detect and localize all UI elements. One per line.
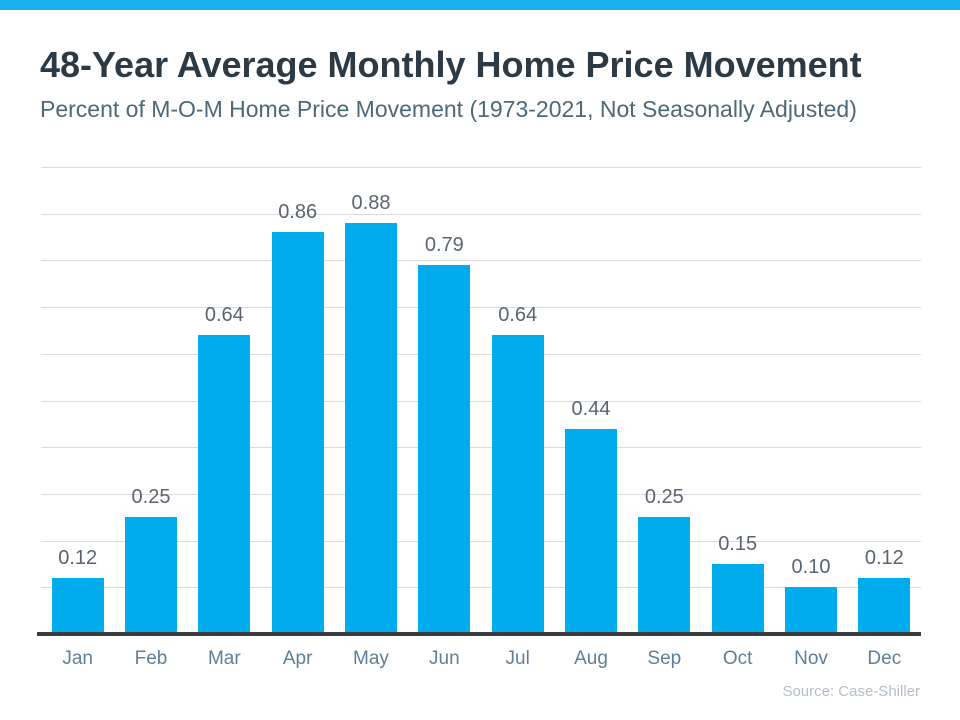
x-axis-label: May (353, 648, 389, 669)
bar-mar (198, 335, 251, 634)
x-axis-label: Oct (722, 648, 753, 669)
bar-value-label: 0.44 (571, 398, 611, 420)
gridline (41, 353, 921, 355)
gridline (41, 400, 921, 402)
bar-oct (711, 564, 764, 634)
bar-apr (271, 232, 324, 634)
bar-jun (418, 265, 471, 634)
x-axis-label: Mar (207, 648, 241, 669)
x-axis-label: Jan (62, 648, 93, 669)
x-axis-label: Feb (134, 648, 168, 669)
bar-value-label: 0.64 (204, 304, 244, 326)
x-axis-label: Nov (794, 648, 828, 669)
gridline (41, 493, 921, 495)
bar-value-label: 0.12 (864, 547, 904, 569)
gridline (41, 447, 921, 449)
gridline (41, 587, 921, 589)
chart-subtitle: Percent of M-O-M Home Price Movement (19… (40, 96, 857, 122)
bar-dec (858, 578, 911, 634)
chart-title: 48-Year Average Monthly Home Price Movem… (40, 44, 862, 85)
bar-value-label: 0.79 (424, 234, 464, 256)
bar-value-label: 0.10 (791, 556, 831, 578)
gridline (41, 167, 921, 168)
x-axis-line (37, 632, 921, 636)
gridline (41, 540, 921, 542)
bar-value-label: 0.64 (498, 304, 538, 326)
bar-feb (125, 517, 177, 634)
bar-jul (491, 335, 544, 634)
x-axis-label: Jul (505, 648, 530, 669)
x-axis-label: Sep (647, 648, 682, 669)
gridline (41, 260, 921, 262)
top-accent-bar (0, 0, 960, 10)
x-axis-label: Jun (429, 648, 460, 669)
source-note: Source: Case-Shiller (782, 683, 920, 700)
bar-value-label: 0.88 (351, 192, 391, 214)
bar-aug (565, 429, 617, 634)
bar-value-label: 0.86 (278, 201, 318, 223)
bar-sep (638, 517, 691, 634)
gridline (41, 307, 921, 309)
gridline (41, 213, 921, 215)
bar-value-label: 0.15 (718, 533, 758, 555)
x-axis-label: Apr (282, 648, 313, 669)
bar-jan (51, 578, 104, 634)
bar-nov (785, 587, 837, 634)
x-axis-label: Dec (867, 648, 902, 669)
bar-value-label: 0.25 (131, 486, 171, 508)
bar-value-label: 0.25 (644, 486, 684, 508)
bar-may (345, 223, 397, 634)
bar-value-label: 0.12 (58, 547, 98, 569)
x-axis-label: Aug (574, 648, 608, 669)
